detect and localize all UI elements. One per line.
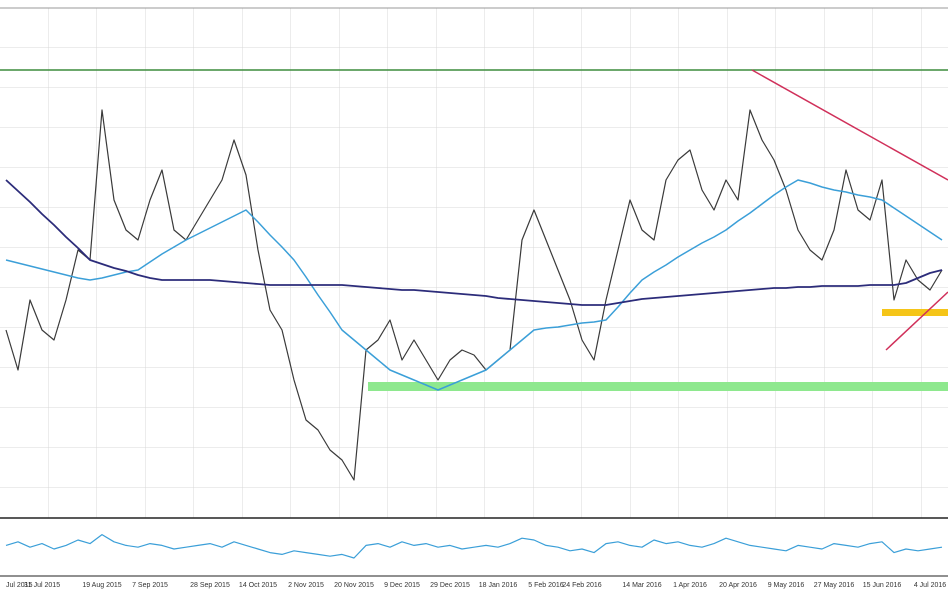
grid (0, 8, 948, 518)
x-tick-label: 20 Apr 2016 (719, 582, 757, 589)
x-tick-label: 28 Sep 2015 (190, 582, 230, 589)
series-line (5, 109, 943, 481)
x-tick-label: 20 Nov 2015 (334, 582, 374, 589)
series-line (5, 179, 943, 306)
x-tick-label: 5 Feb 2016 (528, 582, 564, 589)
x-tick-label: 19 Aug 2015 (82, 582, 121, 589)
trend-line (751, 69, 948, 181)
x-tick-label: 15 Jun 2016 (863, 582, 902, 589)
x-tick-label: 14 Oct 2015 (239, 582, 277, 589)
x-tick-label: 31 Jul 2015 (24, 582, 60, 589)
x-tick-label: 9 Dec 2015 (384, 582, 420, 589)
support-band (368, 382, 948, 391)
level-band (882, 309, 948, 316)
x-tick-label: 2 Nov 2015 (288, 582, 324, 589)
x-tick-label: 27 May 2016 (814, 582, 855, 589)
x-tick-label: 18 Jan 2016 (479, 582, 518, 589)
x-tick-label: 24 Feb 2016 (562, 582, 601, 589)
x-tick-label: 14 Mar 2016 (622, 582, 661, 589)
x-tick-label: 9 May 2016 (768, 582, 805, 589)
x-tick-label: 4 Jul 2016 (914, 582, 946, 589)
series-line (5, 179, 943, 391)
x-tick-label: 29 Dec 2015 (430, 582, 470, 589)
x-tick-label: 1 Apr 2016 (673, 582, 707, 589)
x-tick-label: 7 Sep 2015 (132, 582, 168, 589)
series-line (5, 534, 943, 559)
trend-line (885, 291, 948, 351)
x-tick-label: Jul 2015 (6, 582, 33, 589)
